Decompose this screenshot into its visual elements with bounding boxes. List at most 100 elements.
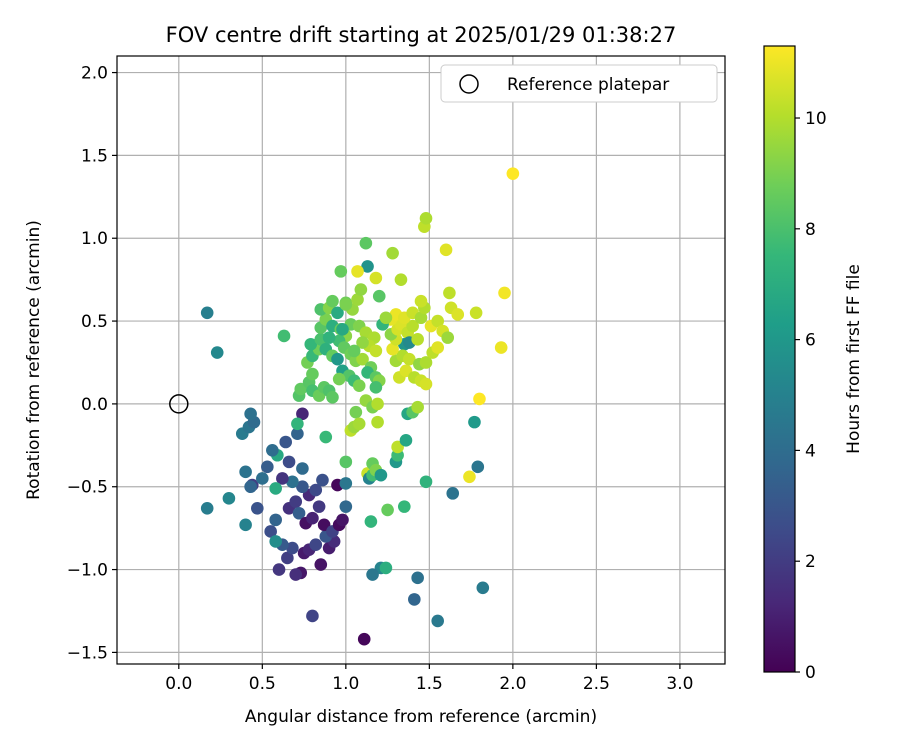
data-point: [406, 319, 419, 333]
data-point: [469, 306, 483, 320]
data-point: [468, 415, 481, 429]
data-point: [269, 513, 282, 527]
data-point: [419, 356, 433, 369]
data-point: [408, 593, 421, 606]
x-axis-ticks: 0.0 0.5 1.0 1.5 2.0 2.5 3.0: [165, 664, 693, 694]
x-tick-label: 0.5: [249, 674, 276, 694]
data-point: [334, 265, 348, 278]
data-point: [351, 265, 364, 278]
data-point: [339, 298, 353, 311]
data-point: [419, 212, 433, 225]
reference-point-marker: [169, 394, 189, 414]
colorbar-tick-label: 0: [805, 663, 816, 683]
data-point: [371, 397, 384, 411]
y-tick-label: 2.0: [81, 64, 108, 84]
y-tick-label: −1.0: [67, 561, 108, 581]
data-point: [292, 506, 306, 520]
data-point: [411, 332, 424, 346]
legend-box: [440, 64, 718, 103]
data-points: [200, 167, 520, 646]
data-point: [326, 390, 339, 404]
data-point: [394, 273, 408, 286]
data-point: [322, 331, 336, 344]
data-point: [356, 336, 369, 349]
x-tick-label: 0.0: [165, 674, 192, 694]
x-axis-label: Angular distance from reference (arcmin): [245, 707, 597, 727]
data-point: [397, 500, 411, 513]
data-point: [403, 352, 416, 366]
data-point: [411, 400, 424, 414]
chart-title: FOV centre drift starting at 2025/01/29 …: [166, 23, 677, 47]
data-point: [314, 558, 328, 571]
data-point: [332, 372, 346, 386]
data-point: [291, 427, 304, 441]
grid: [117, 56, 725, 664]
data-point: [379, 561, 393, 575]
y-tick-label: 0.5: [81, 312, 108, 332]
x-tick-label: 1.5: [416, 674, 443, 694]
data-point: [439, 243, 453, 257]
data-point: [356, 352, 369, 366]
data-point: [369, 344, 383, 358]
data-point: [319, 430, 333, 444]
data-point: [279, 435, 293, 449]
data-point: [386, 342, 399, 356]
data-point: [372, 289, 386, 303]
data-point: [239, 518, 252, 532]
data-point: [374, 468, 388, 482]
data-point: [244, 407, 257, 421]
data-point: [331, 306, 344, 320]
data-point: [306, 511, 319, 525]
data-point: [282, 455, 296, 469]
data-point: [296, 462, 309, 475]
data-point: [239, 465, 252, 479]
data-point: [251, 501, 264, 515]
data-point: [473, 392, 486, 406]
data-point: [266, 443, 279, 457]
data-point: [244, 480, 257, 494]
x-tick-label: 2.0: [499, 674, 526, 694]
colorbar-tick-label: 2: [805, 552, 816, 572]
data-point: [498, 286, 511, 300]
plot-frame: [116, 55, 726, 665]
x-tick-label: 1.0: [332, 674, 359, 694]
data-point: [291, 417, 304, 431]
data-point: [286, 541, 299, 555]
data-point: [200, 501, 214, 515]
colorbar-tick-label: 4: [805, 441, 816, 461]
y-tick-label: −1.5: [67, 643, 108, 663]
data-point: [309, 483, 323, 497]
data-point: [264, 525, 277, 538]
data-point: [281, 551, 294, 565]
data-point: [309, 538, 323, 552]
data-point: [419, 475, 433, 489]
data-point: [200, 306, 214, 320]
data-point: [506, 167, 520, 180]
data-point: [351, 293, 364, 306]
data-point: [354, 283, 368, 296]
data-point: [386, 246, 399, 260]
data-point: [476, 581, 490, 595]
data-point: [414, 294, 428, 308]
data-point: [339, 477, 353, 490]
colorbar-tick-label: 10: [805, 109, 827, 129]
data-point: [369, 381, 383, 394]
data-point: [336, 513, 349, 527]
data-point: [331, 352, 344, 366]
data-point: [306, 367, 319, 381]
x-tick-label: 2.5: [583, 674, 610, 694]
data-point: [269, 482, 282, 495]
colorbar-gradient: [763, 45, 796, 673]
data-point: [222, 492, 236, 505]
colorbar-tick-label: 6: [805, 331, 816, 351]
data-point: [369, 271, 383, 285]
data-point: [441, 331, 455, 344]
legend-label-reference: Reference platepar: [507, 75, 669, 95]
data-point: [304, 337, 318, 351]
data-point: [379, 311, 393, 325]
data-point: [431, 341, 445, 354]
data-point: [381, 503, 394, 517]
data-point: [312, 500, 326, 513]
data-point: [366, 568, 379, 581]
